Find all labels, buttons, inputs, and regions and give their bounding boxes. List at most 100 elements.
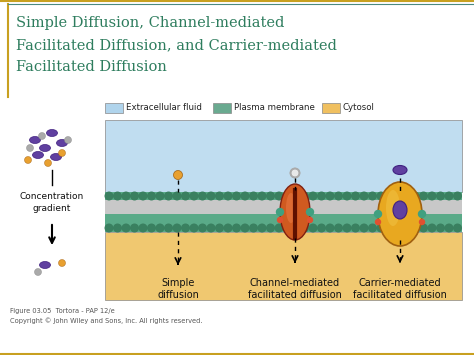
Text: Cytosol: Cytosol — [343, 104, 375, 113]
Bar — [213, 103, 231, 113]
Ellipse shape — [56, 140, 67, 147]
Circle shape — [343, 224, 351, 232]
Circle shape — [156, 224, 164, 232]
Circle shape — [250, 224, 257, 232]
Ellipse shape — [280, 184, 310, 240]
Circle shape — [190, 192, 198, 200]
Circle shape — [343, 192, 351, 200]
Circle shape — [360, 224, 368, 232]
Circle shape — [309, 224, 317, 232]
Text: Figure 03.05  Tortora - PAP 12/e
Copyright © John Wiley and Sons, Inc. All right: Figure 03.05 Tortora - PAP 12/e Copyrigh… — [10, 308, 202, 323]
Bar — [105, 103, 123, 113]
Circle shape — [394, 224, 402, 232]
Circle shape — [284, 192, 292, 200]
Circle shape — [224, 192, 232, 200]
Circle shape — [148, 224, 155, 232]
Bar — [105, 120, 462, 192]
Circle shape — [173, 192, 181, 200]
Circle shape — [284, 224, 292, 232]
Ellipse shape — [39, 262, 51, 268]
Text: Facilitated Diffusion: Facilitated Diffusion — [16, 60, 167, 74]
Text: Extracellular fluid: Extracellular fluid — [126, 104, 202, 113]
Circle shape — [309, 192, 317, 200]
Circle shape — [375, 219, 381, 224]
Circle shape — [377, 224, 385, 232]
Circle shape — [148, 192, 155, 200]
Circle shape — [419, 219, 425, 224]
Circle shape — [199, 192, 206, 200]
Circle shape — [241, 192, 249, 200]
Circle shape — [216, 224, 223, 232]
Circle shape — [326, 192, 334, 200]
Bar — [105, 232, 462, 300]
Circle shape — [38, 132, 46, 140]
Circle shape — [164, 192, 173, 200]
Circle shape — [374, 211, 382, 218]
Circle shape — [276, 208, 283, 215]
Circle shape — [267, 224, 274, 232]
Circle shape — [131, 224, 138, 232]
Text: Facilitated Diffusion, and Carrier-mediated: Facilitated Diffusion, and Carrier-media… — [16, 38, 337, 52]
Text: Plasma membrane: Plasma membrane — [234, 104, 315, 113]
Circle shape — [352, 224, 359, 232]
Circle shape — [216, 192, 223, 200]
Circle shape — [454, 192, 461, 200]
Circle shape — [445, 224, 453, 232]
Circle shape — [437, 224, 444, 232]
Ellipse shape — [393, 165, 407, 175]
Circle shape — [275, 224, 283, 232]
Circle shape — [258, 192, 266, 200]
Circle shape — [403, 224, 410, 232]
Circle shape — [394, 192, 402, 200]
Circle shape — [292, 224, 300, 232]
Circle shape — [411, 224, 419, 232]
Text: Concentration
gradient: Concentration gradient — [20, 192, 84, 213]
Circle shape — [156, 192, 164, 200]
Circle shape — [308, 218, 312, 223]
Circle shape — [58, 260, 65, 267]
Circle shape — [301, 192, 308, 200]
Ellipse shape — [386, 190, 400, 226]
Text: Simple
diffusion: Simple diffusion — [157, 278, 199, 300]
Circle shape — [445, 192, 453, 200]
Circle shape — [335, 192, 342, 200]
Circle shape — [377, 192, 385, 200]
Ellipse shape — [286, 193, 296, 223]
Circle shape — [64, 137, 72, 143]
Circle shape — [437, 192, 444, 200]
Circle shape — [173, 224, 181, 232]
Circle shape — [224, 224, 232, 232]
Circle shape — [173, 170, 182, 180]
Bar — [105, 200, 462, 214]
Circle shape — [139, 224, 147, 232]
Circle shape — [307, 208, 313, 215]
Circle shape — [386, 192, 393, 200]
Ellipse shape — [29, 137, 40, 143]
Circle shape — [326, 224, 334, 232]
Circle shape — [35, 268, 42, 275]
Circle shape — [318, 224, 325, 232]
Circle shape — [301, 224, 308, 232]
Circle shape — [114, 192, 121, 200]
Circle shape — [199, 224, 206, 232]
Ellipse shape — [39, 144, 51, 152]
Circle shape — [164, 224, 173, 232]
Text: Carrier-mediated
facilitated diffusion: Carrier-mediated facilitated diffusion — [353, 278, 447, 300]
Circle shape — [114, 224, 121, 232]
Circle shape — [27, 144, 34, 152]
Circle shape — [250, 192, 257, 200]
Circle shape — [122, 224, 130, 232]
Circle shape — [403, 192, 410, 200]
Circle shape — [411, 192, 419, 200]
Ellipse shape — [33, 152, 44, 158]
Circle shape — [275, 192, 283, 200]
Circle shape — [105, 192, 113, 200]
Ellipse shape — [46, 130, 57, 137]
Circle shape — [45, 159, 52, 166]
Circle shape — [291, 169, 300, 178]
Circle shape — [105, 224, 113, 232]
Circle shape — [428, 224, 436, 232]
Circle shape — [267, 192, 274, 200]
Circle shape — [207, 224, 215, 232]
Ellipse shape — [378, 182, 422, 246]
